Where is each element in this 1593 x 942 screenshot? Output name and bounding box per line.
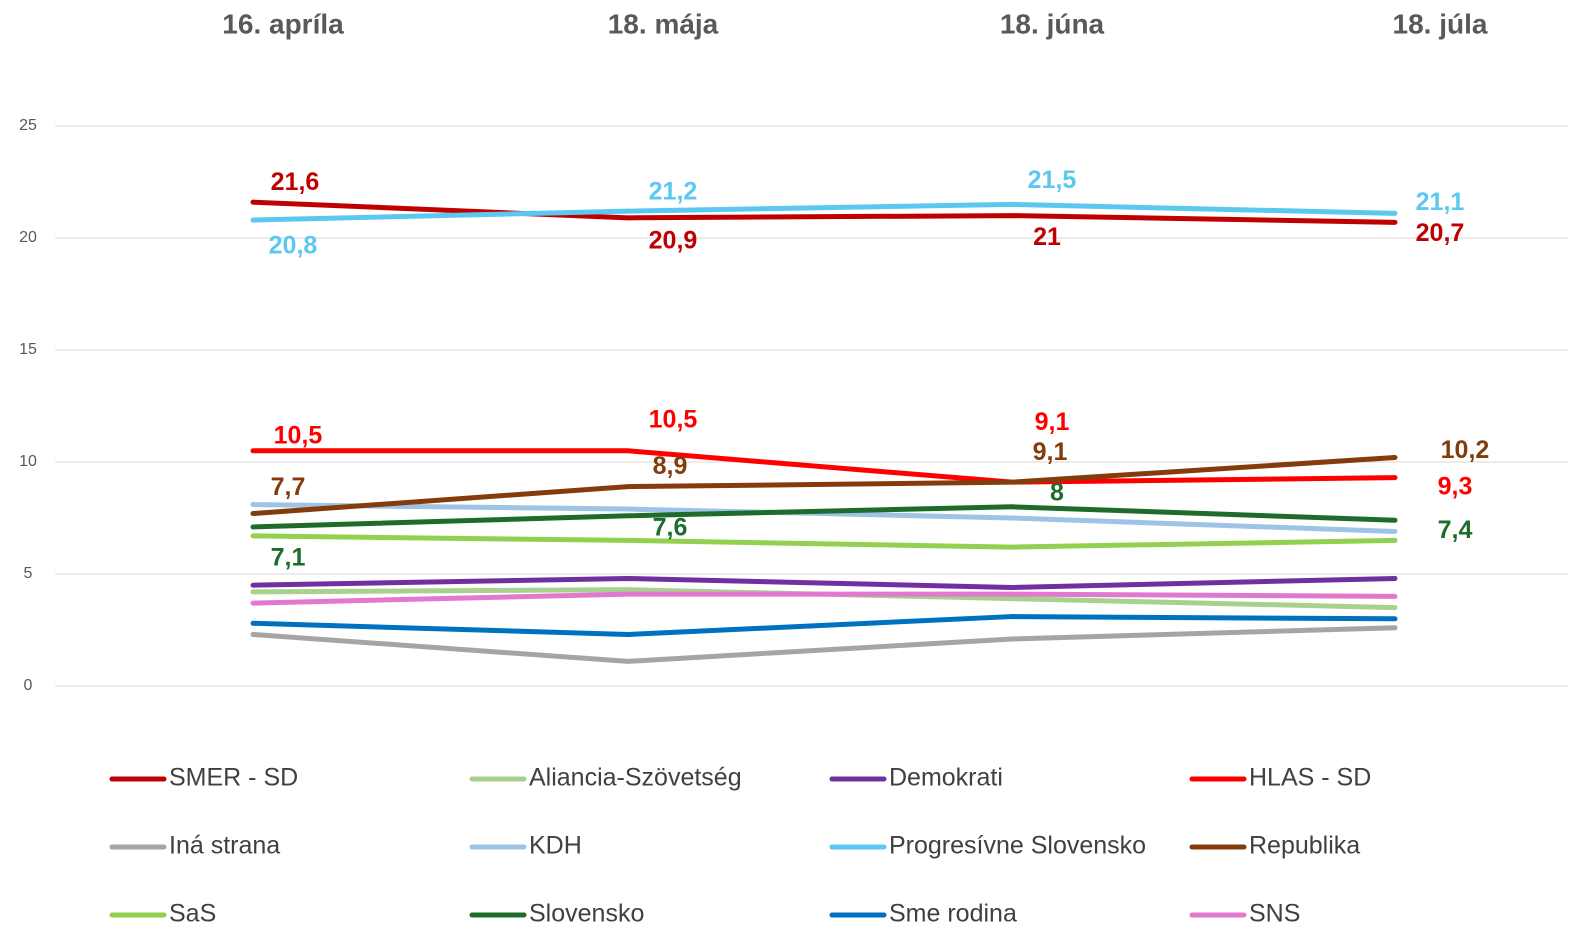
legend-label: KDH	[529, 832, 582, 860]
data-label: 9,1	[1033, 438, 1068, 466]
data-label: 7,1	[271, 544, 306, 572]
legend-label: HLAS - SD	[1249, 764, 1371, 792]
legend-label: Iná strana	[169, 832, 280, 860]
data-label: 10,2	[1441, 436, 1490, 464]
series-line	[250, 448, 1398, 485]
data-label: 20,8	[269, 232, 318, 260]
legend-label: Demokrati	[889, 764, 1003, 792]
data-label: 10,5	[649, 405, 698, 433]
legend-label: SMER - SD	[169, 764, 298, 792]
data-label: 8,9	[653, 452, 688, 480]
data-label: 7,4	[1438, 516, 1473, 544]
data-label: 9,1	[1035, 408, 1070, 436]
series-line	[250, 575, 1398, 590]
legend-label: Slovensko	[529, 900, 644, 928]
series-line	[250, 591, 1398, 606]
y-tick-label: 5	[24, 565, 33, 582]
y-tick-label: 20	[19, 229, 37, 246]
series-line	[250, 504, 1398, 530]
data-label: 21,2	[649, 178, 698, 206]
data-label: 21	[1033, 223, 1061, 251]
legend-label: Progresívne Slovensko	[889, 832, 1146, 860]
data-label: 21,1	[1416, 188, 1465, 216]
data-label: 10,5	[274, 421, 323, 449]
data-label: 7,6	[653, 513, 688, 541]
series-line	[250, 502, 1398, 534]
series-line	[250, 455, 1398, 517]
data-label: 7,7	[271, 473, 306, 501]
legend-label: Sme rodina	[889, 900, 1017, 928]
data-label: 21,5	[1028, 166, 1077, 194]
data-label: 20,7	[1416, 219, 1465, 247]
category-label: 18. júla	[1393, 8, 1488, 39]
y-tick-label: 10	[19, 453, 37, 470]
y-tick-label: 15	[19, 341, 37, 358]
category-label: 16. apríla	[222, 8, 344, 39]
series-line	[250, 614, 1398, 637]
legend-label: SNS	[1249, 900, 1300, 928]
y-tick-label: 25	[19, 117, 37, 134]
series-line	[250, 201, 1398, 223]
category-label: 18. júna	[1000, 8, 1105, 39]
data-label: 9,3	[1438, 472, 1473, 500]
legend-label: SaS	[169, 900, 216, 928]
series-line	[250, 625, 1398, 664]
series-line	[250, 199, 1398, 225]
y-tick-label: 0	[24, 677, 33, 694]
legend-label: Aliancia-Szövetség	[529, 764, 742, 792]
data-label: 20,9	[649, 226, 698, 254]
data-label: 21,6	[271, 168, 320, 196]
legend-label: Republika	[1249, 832, 1360, 860]
series-line	[250, 533, 1398, 550]
category-label: 18. mája	[608, 8, 719, 39]
data-label: 8	[1050, 478, 1064, 506]
